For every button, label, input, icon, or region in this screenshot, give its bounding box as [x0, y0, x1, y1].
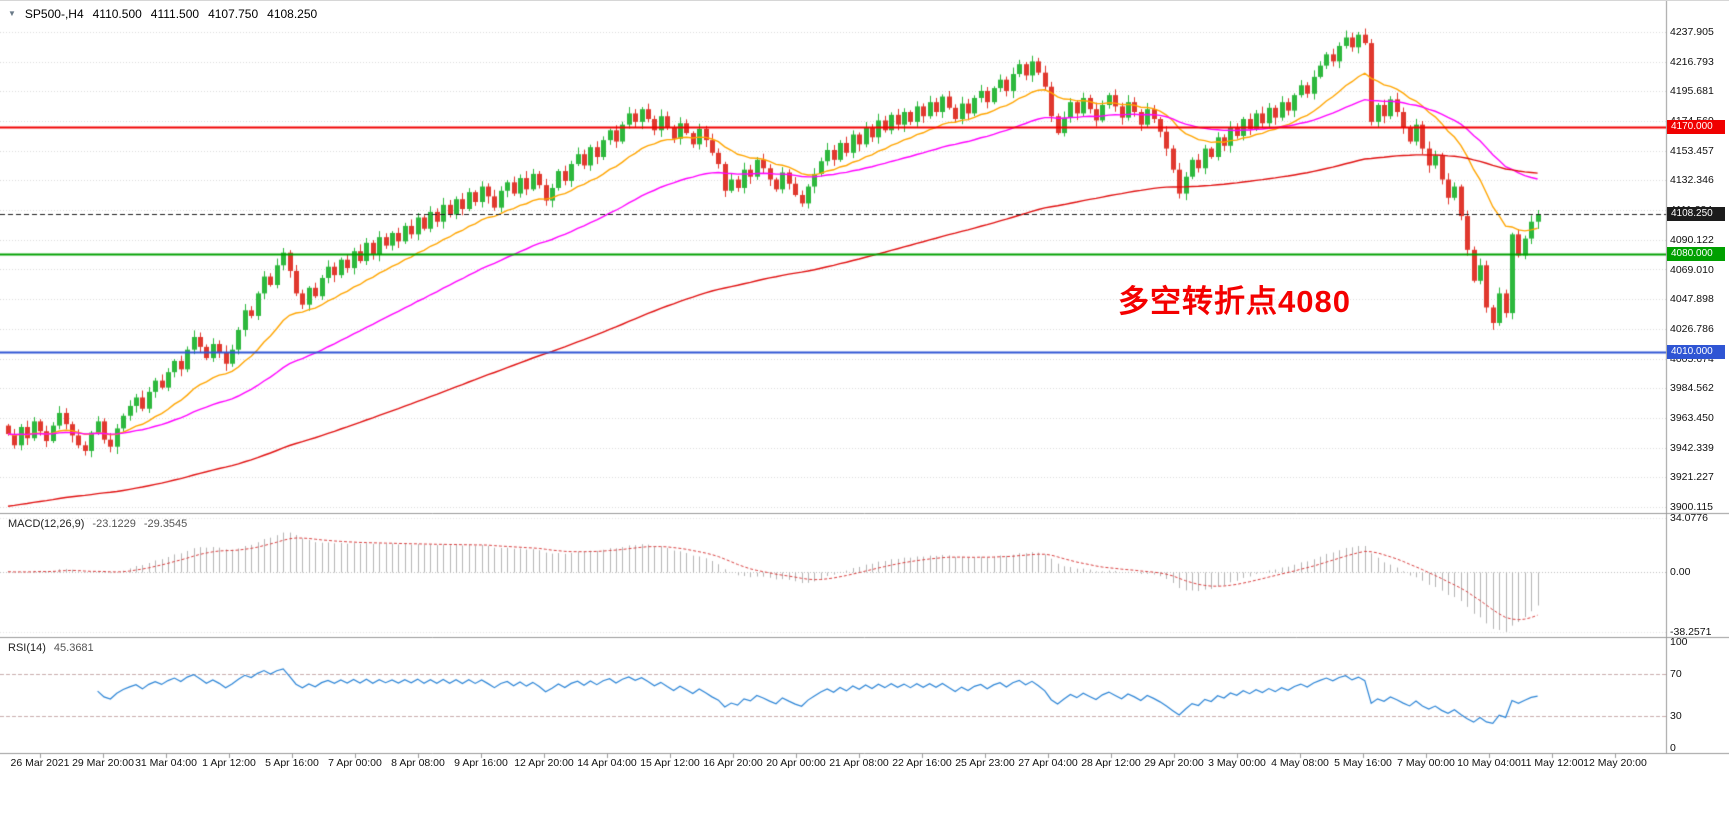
symbol-marker-icon: ▼ [8, 9, 16, 18]
price-axis-label: 3921.227 [1670, 471, 1714, 484]
rsi-axis-label: 70 [1670, 667, 1682, 680]
time-axis-label: 8 Apr 08:00 [391, 757, 445, 769]
macd-axis-label: 0.00 [1670, 565, 1691, 578]
price-level-badge: 4108.250 [1667, 207, 1725, 222]
time-axis-label: 26 Mar 2021 [10, 757, 70, 769]
rsi-axis-label: 30 [1670, 710, 1682, 723]
price-axis-label: 3942.339 [1670, 441, 1714, 454]
rsi-axis-label: 0 [1670, 742, 1676, 754]
macd-indicator-panel[interactable] [0, 513, 1666, 637]
time-axis-label: 20 Apr 00:00 [766, 757, 826, 769]
price-axis-label: 4153.457 [1670, 144, 1714, 157]
macd-axis-label: 34.0776 [1670, 512, 1708, 524]
rsi-value: 45.3681 [53, 642, 94, 654]
time-axis-label: 31 Mar 04:00 [135, 757, 197, 769]
quote-line: ▼ SP500-,H4 4110.500 4111.500 4107.750 4… [8, 7, 317, 21]
symbol-timeframe: SP500-,H4 [24, 7, 84, 21]
time-axis[interactable]: 26 Mar 2021 29 Mar 20:00 31 Mar 04:00 1 Apr… [0, 757, 1729, 773]
quote-open: 4110.500 [92, 7, 142, 21]
quote-high: 4111.500 [150, 7, 200, 21]
time-axis-label: 5 Apr 16:00 [265, 757, 319, 769]
time-axis-label: 12 May 20:00 [1583, 757, 1647, 769]
price-level-badge: 4080.000 [1667, 247, 1725, 262]
price-axis-label: 4047.898 [1670, 293, 1714, 306]
time-axis-label: 7 May 00:00 [1397, 757, 1455, 769]
time-axis-label: 25 Apr 23:00 [955, 757, 1015, 769]
chart-annotation[interactable]: 多空转折点4080 [1118, 284, 1351, 319]
time-axis-label: 3 May 00:00 [1208, 757, 1266, 769]
rsi-indicator-panel[interactable] [0, 637, 1666, 753]
price-axis-label: 4069.010 [1670, 263, 1714, 276]
price-axis-label: 4026.786 [1670, 322, 1714, 335]
macd-signal-value: -29.3545 [143, 518, 188, 530]
rsi-name: RSI(14) [8, 642, 46, 654]
macd-axis-label: -38.2571 [1670, 626, 1712, 638]
macd-name: MACD(12,26,9) [8, 518, 85, 530]
price-axis[interactable]: 4237.9054216.7934195.6814174.5694153.457… [1666, 1, 1729, 513]
time-axis-label: 1 Apr 12:00 [202, 757, 256, 769]
time-axis-label: 22 Apr 16:00 [892, 757, 952, 769]
time-axis-label: 29 Mar 20:00 [72, 757, 134, 769]
time-axis-label: 4 May 08:00 [1271, 757, 1329, 769]
time-axis-label: 7 Apr 00:00 [328, 757, 382, 769]
price-level-badge: 4170.000 [1667, 120, 1725, 135]
rsi-axis[interactable]: 100 70 30 0 [1666, 636, 1729, 754]
price-axis-label: 3963.450 [1670, 411, 1714, 424]
rsi-label: RSI(14) 45.3681 [8, 642, 94, 654]
price-axis-label: 3984.562 [1670, 382, 1714, 395]
time-axis-label: 5 May 16:00 [1334, 757, 1392, 769]
price-axis-label: 4132.346 [1670, 174, 1714, 187]
price-axis-label: 4237.905 [1670, 26, 1714, 38]
time-axis-label: 27 Apr 04:00 [1018, 757, 1078, 769]
time-axis-label: 15 Apr 12:00 [640, 757, 700, 769]
price-axis-label: 4195.681 [1670, 85, 1714, 98]
rsi-axis-label: 100 [1670, 636, 1688, 648]
price-level-badges: 4170.000 4108.250 4080.000 4010.000 [1666, 1, 1729, 753]
time-axis-label: 28 Apr 12:00 [1081, 757, 1141, 769]
price-level-badge: 4010.000 [1667, 345, 1725, 360]
price-axis-label: 3900.115 [1670, 501, 1714, 513]
time-axis-label: 10 May 04:00 [1457, 757, 1521, 769]
main-chart-panel[interactable] [0, 1, 1666, 513]
time-axis-label: 14 Apr 04:00 [577, 757, 637, 769]
time-axis-label: 16 Apr 20:00 [703, 757, 763, 769]
macd-label: MACD(12,26,9) -23.1229 -29.3545 [8, 518, 187, 530]
macd-axis[interactable]: 34.0776 0.00 -38.2571 [1666, 512, 1729, 638]
price-axis-label: 4090.122 [1670, 233, 1714, 246]
time-axis-label: 11 May 12:00 [1520, 757, 1584, 769]
macd-value: -23.1229 [92, 518, 136, 530]
time-axis-label: 9 Apr 16:00 [454, 757, 508, 769]
time-axis-label: 12 Apr 20:00 [514, 757, 574, 769]
time-axis-label: 21 Apr 08:00 [829, 757, 889, 769]
time-axis-label: 29 Apr 20:00 [1144, 757, 1204, 769]
quote-low: 4107.750 [208, 7, 259, 21]
quote-close: 4108.250 [267, 7, 318, 21]
price-axis-label: 4216.793 [1670, 55, 1714, 68]
